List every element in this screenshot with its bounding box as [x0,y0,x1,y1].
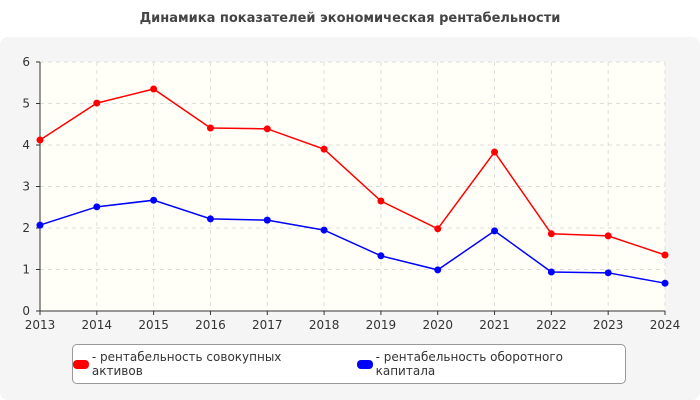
data-point [377,252,385,260]
data-point [661,279,669,287]
x-tick-label: 2014 [82,318,113,332]
data-point [434,266,442,274]
legend-label: - рентабельность оборотного капитала [375,350,563,378]
legend-label: - рентабельность совокупных активов [91,350,282,378]
data-point [93,203,101,211]
data-point [206,124,214,132]
legend-item-assets[interactable]: - рентабельность совокупных активов [73,350,335,378]
data-point [491,227,499,235]
y-tick-label: 3 [22,180,30,194]
y-tick-label: 0 [22,304,30,318]
x-tick-label: 2019 [366,318,397,332]
x-tick-label: 2023 [593,318,624,332]
y-tick-label: 2 [22,221,30,235]
data-point [36,136,44,144]
data-point [547,230,555,238]
legend: - рентабельность совокупных активов - ре… [72,344,626,384]
x-tick-label: 2024 [650,318,681,332]
data-point [320,145,328,153]
legend-item-working-capital[interactable]: - рентабельность оборотного капитала [356,350,625,378]
x-tick-label: 2016 [195,318,226,332]
x-tick-label: 2013 [25,318,56,332]
y-tick-label: 1 [22,263,30,277]
x-tick-label: 2022 [536,318,567,332]
series-line-1 [39,199,666,284]
legend-swatch-red [73,359,89,369]
y-tick-label: 6 [22,55,30,69]
data-point [491,148,499,156]
series-line-0 [39,88,666,256]
data-point [547,268,555,276]
legend-swatch-blue [356,359,373,369]
data-point [263,125,271,133]
data-point [206,215,214,223]
y-tick-label: 4 [22,138,30,152]
data-point [150,196,158,204]
data-point [377,197,385,205]
x-tick-label: 2017 [252,318,283,332]
chart-title: Динамика показателей экономическая рента… [139,11,561,26]
x-tick-label: 2021 [479,318,510,332]
data-point [604,269,612,277]
y-tick-label: 5 [22,97,30,111]
x-tick-label: 2015 [138,318,169,332]
data-point [36,221,44,229]
data-point [434,225,442,233]
data-point [150,85,158,93]
data-point [320,226,328,234]
x-tick-label: 2020 [422,318,453,332]
data-point [661,251,669,259]
data-point [263,216,271,224]
data-point [93,99,101,107]
x-tick-label: 2018 [309,318,340,332]
data-point [604,232,612,240]
